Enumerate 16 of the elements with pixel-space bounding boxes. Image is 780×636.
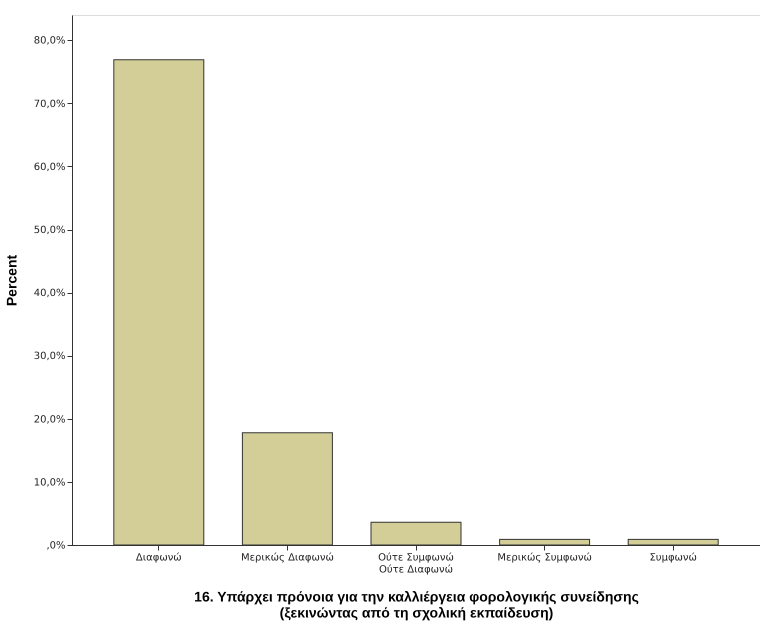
x-tick-label: Διαφωνώ (136, 552, 182, 564)
y-axis-title: Percent (4, 254, 20, 306)
y-tick-label: 50,0% (34, 225, 66, 236)
y-tick-label: 80,0% (34, 36, 66, 47)
x-tick-label: Ούτε Συμφωνώ Ούτε Διαφωνώ (378, 552, 454, 576)
x-tick-label: Μερικώς Συμφωνώ (497, 552, 592, 564)
y-tick-label: ,0% (46, 540, 66, 552)
y-tick-label: 10,0% (34, 477, 66, 488)
y-tick-label: 30,0% (34, 351, 66, 362)
x-tick-label: Μερικώς Διαφωνώ (240, 552, 334, 564)
x-tick-label: Συμφωνώ (649, 552, 697, 564)
y-tick-label: 70,0% (34, 98, 66, 110)
y-tick-label: 40,0% (34, 288, 66, 300)
x-axis-title: 16. Υπάρχει πρόνοια για την καλλιέργεια φορολογικής συνείδησης (ξεκινώντας από τη σχολική εκπαίδευση) (194, 588, 639, 620)
y-tick-label: 60,0% (34, 162, 66, 173)
y-tick-label: 20,0% (34, 414, 66, 426)
